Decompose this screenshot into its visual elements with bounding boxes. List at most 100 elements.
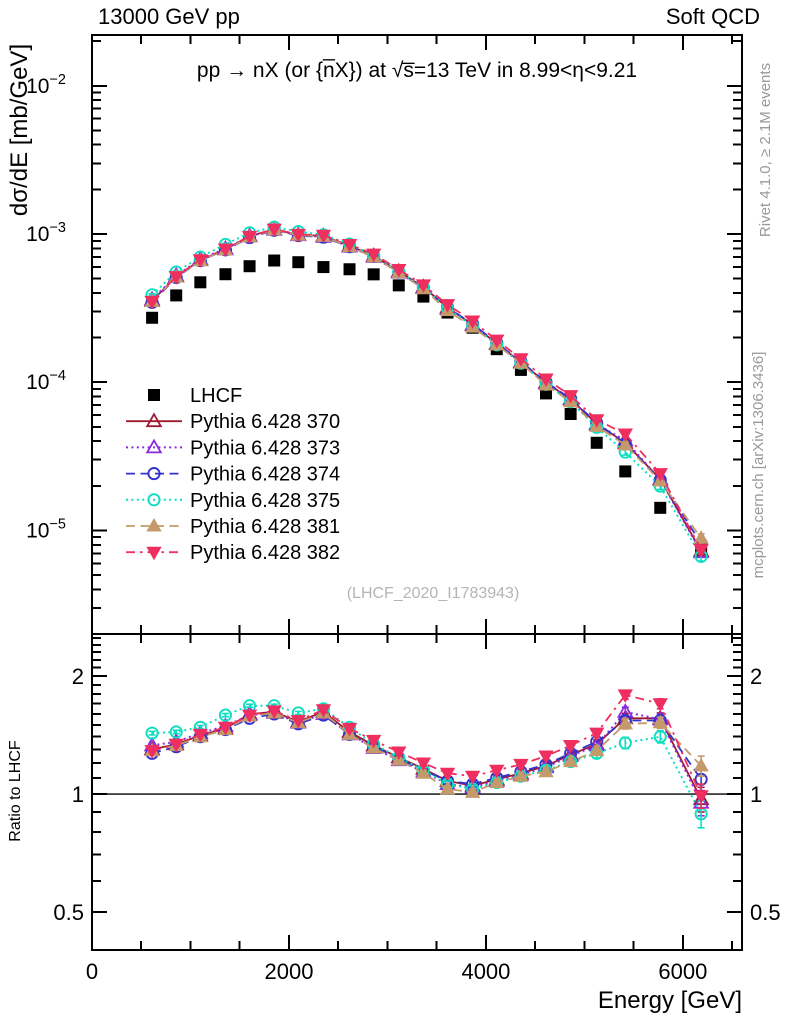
marker-filled-triangle-down <box>315 229 332 244</box>
marker-filled-triangle-up <box>538 763 554 778</box>
y-tick-label: 10−3 <box>26 220 66 246</box>
marker-filled-triangle-down <box>617 689 633 703</box>
marker-filled-square <box>146 311 159 324</box>
series-line-main <box>151 226 702 557</box>
marker-filled-triangle-down <box>266 223 282 238</box>
marker-filled-square <box>243 260 256 273</box>
ratio-panel-frame <box>91 633 743 951</box>
marker-filled-triangle-up <box>464 784 481 798</box>
ratio-tick-label-left: 2 <box>72 664 84 689</box>
marker-filled-triangle-down <box>439 767 456 782</box>
marker-filled-square <box>219 268 232 281</box>
marker-open-circle <box>147 467 161 481</box>
marker-filled-triangle-down <box>290 715 306 729</box>
marker-filled-square <box>564 408 577 421</box>
header-beam-label: 13000 GeV pp <box>98 4 240 29</box>
marker-filled-triangle-down <box>391 263 407 278</box>
y-axis-main-title: dσ/dE [mb/GeV] <box>6 44 33 216</box>
marker-filled-square <box>148 389 160 401</box>
marker-filled-triangle-down <box>192 254 208 268</box>
series-line-ratio <box>151 693 702 797</box>
marker-filled-triangle-down <box>415 757 432 771</box>
x-tick-label: 2000 <box>264 959 313 984</box>
marker-filled-triangle-up <box>693 757 709 772</box>
marker-filled-square <box>317 261 330 274</box>
rivet-version-note: Rivet 4.1.0, ≥ 2.1M events <box>757 63 774 237</box>
marker-filled-triangle-up <box>617 715 633 730</box>
marker-filled-triangle-down <box>513 353 529 367</box>
marker-filled-square <box>268 254 281 267</box>
legend-label: Pythia 6.428 382 <box>190 542 340 564</box>
marker-filled-square <box>392 279 405 292</box>
series-line-ratio <box>151 710 703 804</box>
marker-filled-square <box>343 263 356 276</box>
plot-title: pp → nX (or {n̅X}) at √s̅=13 TeV in 8.99… <box>197 59 637 82</box>
x-tick-label: 4000 <box>461 959 510 984</box>
marker-filled-triangle-up <box>589 742 605 757</box>
marker-filled-triangle-down <box>168 738 184 753</box>
marker-filled-triangle-down <box>391 746 407 761</box>
marker-filled-triangle-up <box>415 765 432 779</box>
marker-filled-triangle-down <box>652 468 668 482</box>
marker-filled-triangle-up <box>652 714 668 729</box>
y-axis-ratio-labels: 2 2 1 1 0.5 0.5 <box>53 664 780 925</box>
marker-filled-triangle-down <box>439 299 456 313</box>
x-axis-labels: 0 2000 4000 6000 <box>86 959 708 984</box>
marker-filled-triangle-up <box>513 768 529 782</box>
legend-label: Pythia 6.428 373 <box>190 437 340 459</box>
marker-filled-triangle-down <box>290 228 306 243</box>
marker-filled-triangle-down <box>693 790 709 804</box>
marker-filled-square <box>619 465 632 478</box>
marker-filled-triangle-down <box>341 722 358 737</box>
marker-open-circle <box>218 708 232 722</box>
marker-open-triangle-up <box>145 438 163 454</box>
marker-open-triangle-up <box>145 412 163 428</box>
ratio-tick-label-left: 0.5 <box>53 900 84 925</box>
x-tick-label: 6000 <box>658 959 707 984</box>
marker-filled-triangle-down <box>538 373 554 388</box>
series-line-ratio <box>151 711 702 794</box>
marker-filled-triangle-down <box>562 739 579 754</box>
marker-filled-triangle-down <box>241 230 258 245</box>
marker-filled-triangle-down <box>464 315 481 330</box>
marker-filled-triangle-down <box>489 334 505 349</box>
marker-filled-triangle-down <box>217 243 234 258</box>
marker-filled-triangle-down <box>589 414 605 428</box>
x-tick-label: 0 <box>86 959 98 984</box>
ratio-tick-label-right: 2 <box>750 664 762 689</box>
ratio-tick-label-right: 1 <box>750 782 762 807</box>
series-main-pythia-6-428-382 <box>144 223 709 558</box>
marker-filled-triangle-up <box>146 517 162 532</box>
mcplots-arxiv-note: mcplots.cern.ch [arXiv:1306.3436] <box>750 352 767 579</box>
legend-label-lhcf: LHCF <box>190 385 242 407</box>
ratio-tick-label-right: 0.5 <box>750 900 781 925</box>
marker-filled-triangle-down <box>562 390 579 404</box>
marker-filled-triangle-down <box>144 295 160 310</box>
marker-filled-triangle-down <box>589 727 605 742</box>
marker-filled-triangle-down <box>146 546 162 561</box>
ratio-tick-label-left: 1 <box>72 782 84 807</box>
axis-ticks <box>92 35 742 950</box>
series-ratio-pythia-6-428-382 <box>144 689 709 810</box>
marker-filled-triangle-up <box>693 530 709 544</box>
marker-open-circle <box>147 493 161 507</box>
legend-label: Pythia 6.428 370 <box>190 411 340 433</box>
marker-filled-triangle-down <box>341 238 358 253</box>
marker-filled-triangle-down <box>538 750 554 765</box>
legend-label: Pythia 6.428 381 <box>190 516 340 538</box>
marker-filled-triangle-down <box>617 428 633 442</box>
marker-filled-square <box>292 256 305 269</box>
series-line-main <box>151 228 702 539</box>
marker-filled-triangle-down <box>192 728 208 743</box>
marker-filled-triangle-down <box>464 770 481 785</box>
marker-filled-triangle-down <box>415 279 432 293</box>
legend: LHCF Pythia 6.428 370 Pythia 6.428 373 Pyth… <box>126 385 340 564</box>
marker-filled-triangle-down <box>241 709 258 724</box>
marker-filled-triangle-up <box>617 436 633 451</box>
y-axis-main-labels: 10−210−310−410−5 <box>26 72 66 543</box>
marker-open-circle <box>618 736 632 750</box>
x-axis-title: Energy [GeV] <box>598 987 742 1014</box>
marker-filled-square <box>170 289 183 302</box>
marker-filled-triangle-up <box>489 774 505 789</box>
